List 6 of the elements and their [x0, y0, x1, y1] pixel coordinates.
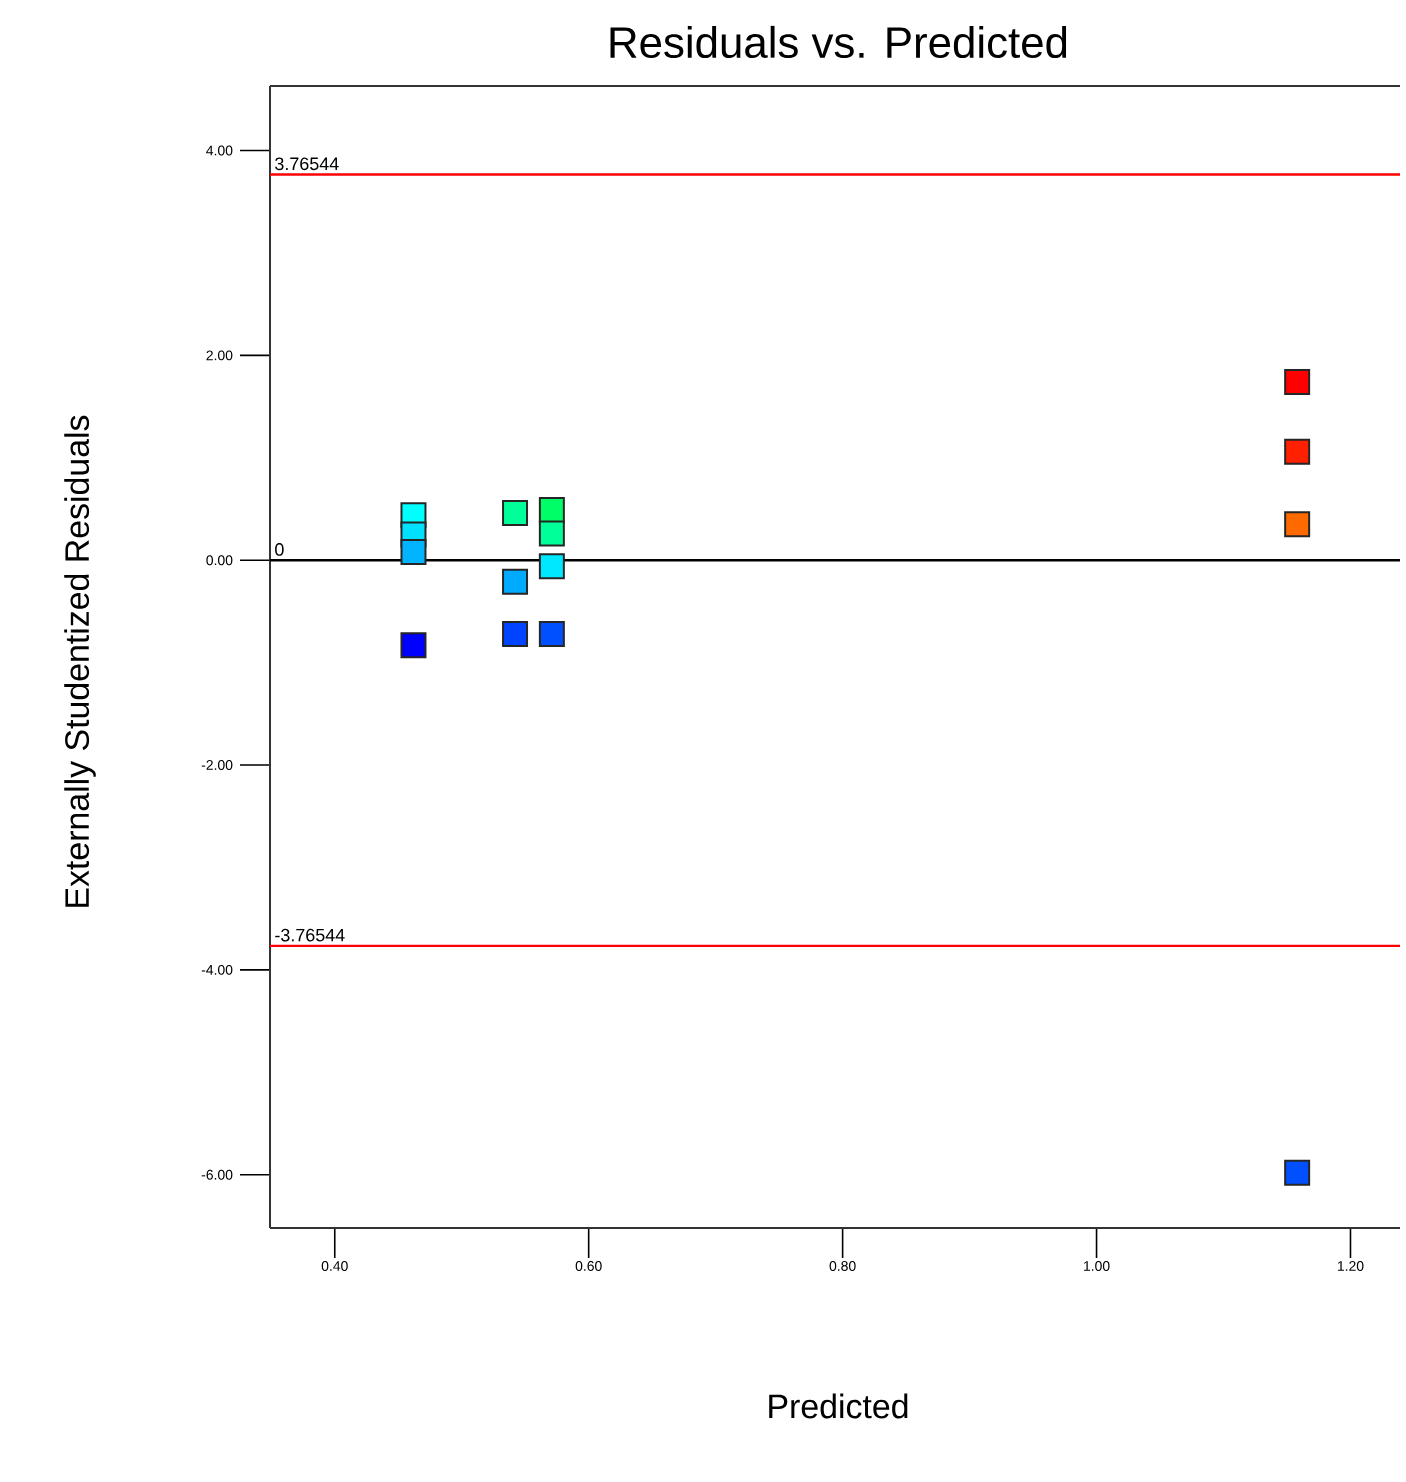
- x-axis-title: Predicted: [769, 1393, 908, 1419]
- ref-line-label: -3.76544: [275, 928, 345, 942]
- ref-line-label: 3.76544: [275, 157, 339, 171]
- chart-title: Residuals vs. Predicted: [610, 25, 1067, 59]
- y-axis-title: Externally Studentized Residuals: [64, 415, 96, 907]
- ref-line-label: 0: [275, 543, 284, 556]
